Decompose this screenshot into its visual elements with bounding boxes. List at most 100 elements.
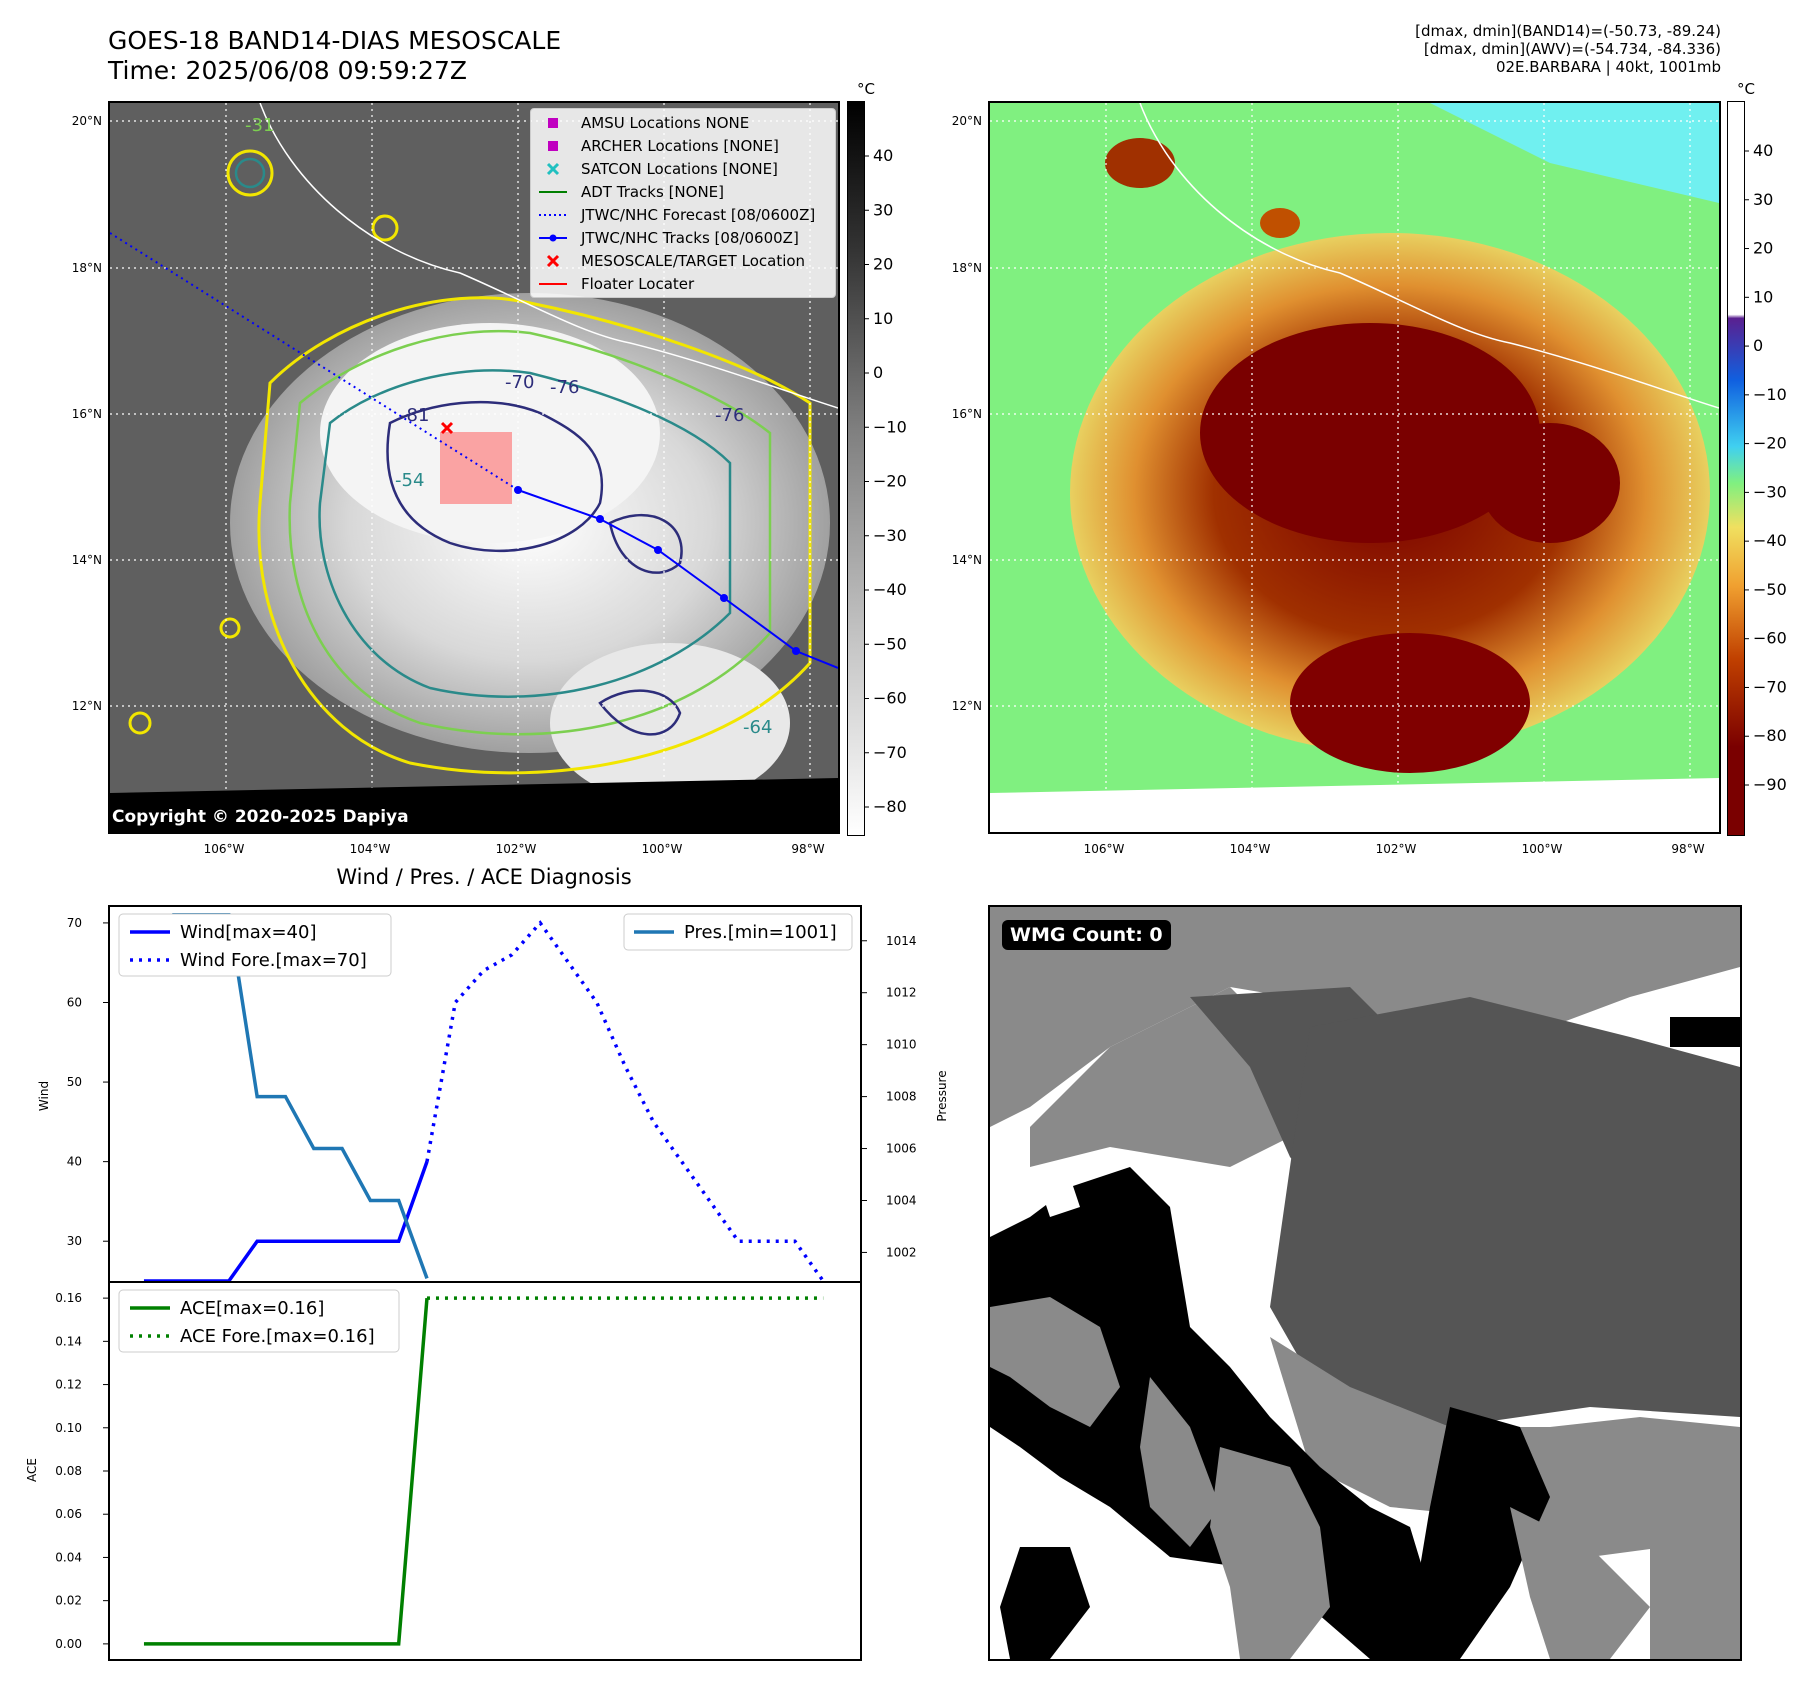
lon-label: 104°W [1230,842,1271,856]
contour-label: -54 [395,470,424,491]
pressure-ylabel: Pressure [935,1070,949,1121]
pressure-legend: Pres.[min=1001] [623,913,853,951]
legend-label: AMSU Locations NONE [581,114,749,132]
color-colorbar [1727,101,1745,836]
lat-label: 18°N [72,261,102,275]
contour-label: -31 [245,115,274,136]
legend-label: Floater Locater [581,275,695,293]
legend-label: ADT Tracks [NONE] [581,183,724,201]
diagnosis-title: Wind / Pres. / ACE Diagnosis [336,865,632,889]
floater-box [440,432,512,504]
lon-label: 104°W [350,842,391,856]
ace-tick-label: 0.00 [55,1637,82,1651]
wind-line [143,1161,429,1281]
lat-label: 12°N [952,699,982,713]
pressure-tick-label: 1010 [886,1038,917,1052]
colorbar-tick-label: 40 [1753,141,1773,160]
legend-entry: JTWC/NHC Forecast [08/0600Z] [539,206,815,224]
wmg-image [990,907,1740,1659]
ace-line [143,1297,429,1646]
legend-marker [548,118,558,128]
legend-entry: AMSU Locations NONE [548,114,749,132]
copyright-notice: Copyright © 2020-2025 Dapiya [112,807,409,827]
pressure-tick-label: 1006 [886,1142,917,1156]
legend-entry: Floater Locater [539,275,695,293]
lat-label: 14°N [72,553,102,567]
pressure-tick-label: 1012 [886,986,917,1000]
best-track [517,489,838,669]
colorbar-tick-label: −80 [1753,726,1787,745]
ace-panel: ACE[max=0.16] ACE Fore.[max=0.16] [108,1281,862,1661]
legend-label: ARCHER Locations [NONE] [581,137,779,155]
wind-legend-box [118,913,392,977]
map-axis-labels: 20°N 18°N 16°N 14°N 12°N 106°W 104°W 102°W 100°W… [72,114,1705,856]
legend-entry: MESOSCALE/TARGET Location [546,252,805,270]
wmg-count-badge: WMG Count: 0 [1002,920,1171,950]
legend-label: ACE[max=0.16] [180,1298,324,1319]
lon-label: 98°W [1671,842,1704,856]
awv-map-panel [988,101,1721,834]
ace-ylabel: ACE [25,1458,39,1482]
colorbar-tick-label: 10 [873,309,893,328]
ace-legend: ACE[max=0.16] ACE Fore.[max=0.16] [118,1289,400,1353]
legend-label: Pres.[min=1001] [684,922,837,943]
dmax-band14: [dmax, dmin](BAND14)=(-50.73, -89.24) [1415,22,1721,40]
lon-label: 106°W [1084,842,1125,856]
ir-map-image: -70 -76 -81 -76 -54 -31 -64 [110,103,838,832]
legend-entry: SATCON Locations [NONE] [546,160,778,178]
forecast-track [110,232,519,491]
ace-plot: ACE[max=0.16] ACE Fore.[max=0.16] [118,1289,824,1646]
legend-entry: ARCHER Locations [NONE] [548,137,779,155]
pressure-tick-label: 1008 [886,1090,917,1104]
wind-ylabel: Wind [37,1081,51,1111]
lon-label: 100°W [1522,842,1563,856]
colorbar-tick-label: 0 [873,363,883,382]
gray-colorbar-unit: °C [857,80,875,98]
colorbar-tick-label: 30 [873,200,893,219]
lon-label: 98°W [791,842,824,856]
colorbar-tick-label: −40 [873,580,907,599]
legend-marker [546,254,560,268]
lat-label: 14°N [952,553,982,567]
wind-tick-label: 70 [67,916,82,930]
colorbar-tick-label: −80 [873,797,907,816]
legend-marker [546,162,560,176]
ace-tick-label: 0.10 [55,1421,82,1435]
lat-label: 20°N [72,114,102,128]
colorbar-tick-label: −60 [1753,629,1787,648]
pressure-tick-label: 1004 [886,1193,917,1207]
awv-map-image [990,103,1719,832]
lat-label: 20°N [952,114,982,128]
colorbar-tick-label: −40 [1753,531,1787,550]
storm-summary: 02E.BARBARA | 40kt, 1001mb [1495,58,1721,76]
map-legend-markers: AMSU Locations NONE ARCHER Locations [NON… [539,114,815,293]
title-line-1: GOES-18 BAND14-DIAS MESOSCALE [108,26,562,55]
legend-entry: JTWC/NHC Tracks [08/0600Z] [539,229,799,247]
target-marker [440,421,454,435]
colorbar-tick-label: 10 [1753,287,1773,306]
color-colorbar-ticks: 40 30 20 10 0 −10 −20 −30 −40 −50 −60 −70 −80 −90 [1744,141,1787,794]
pressure-tick-label: 1014 [886,934,917,948]
colorbar-tick-label: −50 [873,634,907,653]
lon-label: 106°W [204,842,245,856]
ir-map-panel: -70 -76 -81 -76 -54 -31 -64 [108,101,840,834]
contour-label: -76 [550,377,579,398]
colorbar-tick-label: 0 [1753,336,1763,355]
pressure-legend-box [623,913,853,951]
wind-tick-label: 40 [67,1155,82,1169]
colorbar-tick-label: −90 [1753,775,1787,794]
ace-tick-label: 0.04 [55,1550,82,1564]
legend-marker [549,234,557,242]
ace-tick-label: 0.12 [55,1378,82,1392]
legend-label: Wind[max=40] [180,922,317,943]
colorbar-tick-label: 20 [1753,239,1773,258]
dmax-awv: [dmax, dmin](AWV)=(-54.734, -84.336) [1423,40,1721,58]
lon-label: 100°W [642,842,683,856]
contour-label: -64 [743,717,772,738]
coastline [1139,103,1719,409]
colorbar-tick-label: 40 [873,146,893,165]
lat-label: 16°N [72,407,102,421]
wind-pressure-plot: Wind[max=40] Wind Fore.[max=70] Pres.[min=… [118,913,853,1281]
title-line-2: Time: 2025/06/08 09:59:27Z [108,56,467,85]
wind-tick-label: 30 [67,1234,82,1248]
